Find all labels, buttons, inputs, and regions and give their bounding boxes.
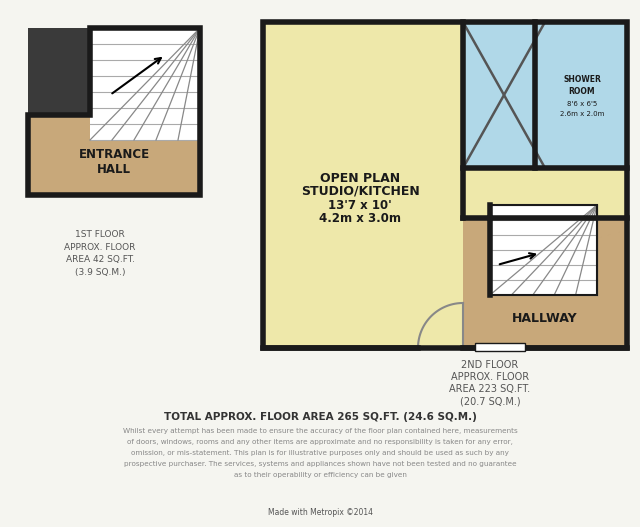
- Text: TOTAL APPROX. FLOOR AREA 265 SQ.FT. (24.6 SQ.M.): TOTAL APPROX. FLOOR AREA 265 SQ.FT. (24.…: [164, 412, 476, 422]
- Text: OPEN PLAN: OPEN PLAN: [320, 172, 400, 185]
- Bar: [28, 115, 200, 195]
- Text: 2.6m x 2.0m: 2.6m x 2.0m: [560, 111, 604, 117]
- Text: of doors, windows, rooms and any other items are approximate and no responsibili: of doors, windows, rooms and any other i…: [127, 439, 513, 445]
- Text: AREA 223 SQ.FT.: AREA 223 SQ.FT.: [449, 384, 531, 394]
- Text: 2ND FLOOR: 2ND FLOOR: [461, 360, 518, 370]
- Bar: [90, 28, 200, 140]
- Text: as to their operability or efficiency can be given: as to their operability or efficiency ca…: [234, 472, 406, 478]
- Text: HALLWAY: HALLWAY: [512, 311, 578, 325]
- Text: Made with Metropix ©2014: Made with Metropix ©2014: [268, 508, 372, 517]
- Text: Whilst every attempt has been made to ensure the accuracy of the floor plan cont: Whilst every attempt has been made to en…: [123, 428, 517, 434]
- Bar: [463, 22, 627, 168]
- Text: prospective purchaser. The services, systems and appliances shown have not been : prospective purchaser. The services, sys…: [124, 461, 516, 467]
- Text: 1ST FLOOR
APPROX. FLOOR
AREA 42 SQ.FT.
(3.9 SQ.M.): 1ST FLOOR APPROX. FLOOR AREA 42 SQ.FT. (…: [64, 230, 136, 277]
- Bar: [463, 218, 627, 348]
- Bar: [28, 28, 90, 115]
- Text: APPROX. FLOOR: APPROX. FLOOR: [451, 372, 529, 382]
- Text: SHOWER: SHOWER: [563, 75, 601, 84]
- Bar: [263, 22, 627, 348]
- Text: (20.7 SQ.M.): (20.7 SQ.M.): [460, 396, 520, 406]
- Text: ENTRANCE
HALL: ENTRANCE HALL: [79, 148, 150, 176]
- Bar: [490, 205, 597, 295]
- Bar: [475, 343, 525, 351]
- Bar: [490, 205, 597, 295]
- Text: 4.2m x 3.0m: 4.2m x 3.0m: [319, 212, 401, 225]
- Text: ROOM: ROOM: [569, 87, 595, 96]
- Text: omission, or mis-statement. This plan is for illustrative purposes only and shou: omission, or mis-statement. This plan is…: [131, 450, 509, 456]
- Text: STUDIO/KITCHEN: STUDIO/KITCHEN: [301, 184, 419, 197]
- Text: 8'6 x 6'5: 8'6 x 6'5: [567, 101, 597, 107]
- Text: 13'7 x 10': 13'7 x 10': [328, 199, 392, 212]
